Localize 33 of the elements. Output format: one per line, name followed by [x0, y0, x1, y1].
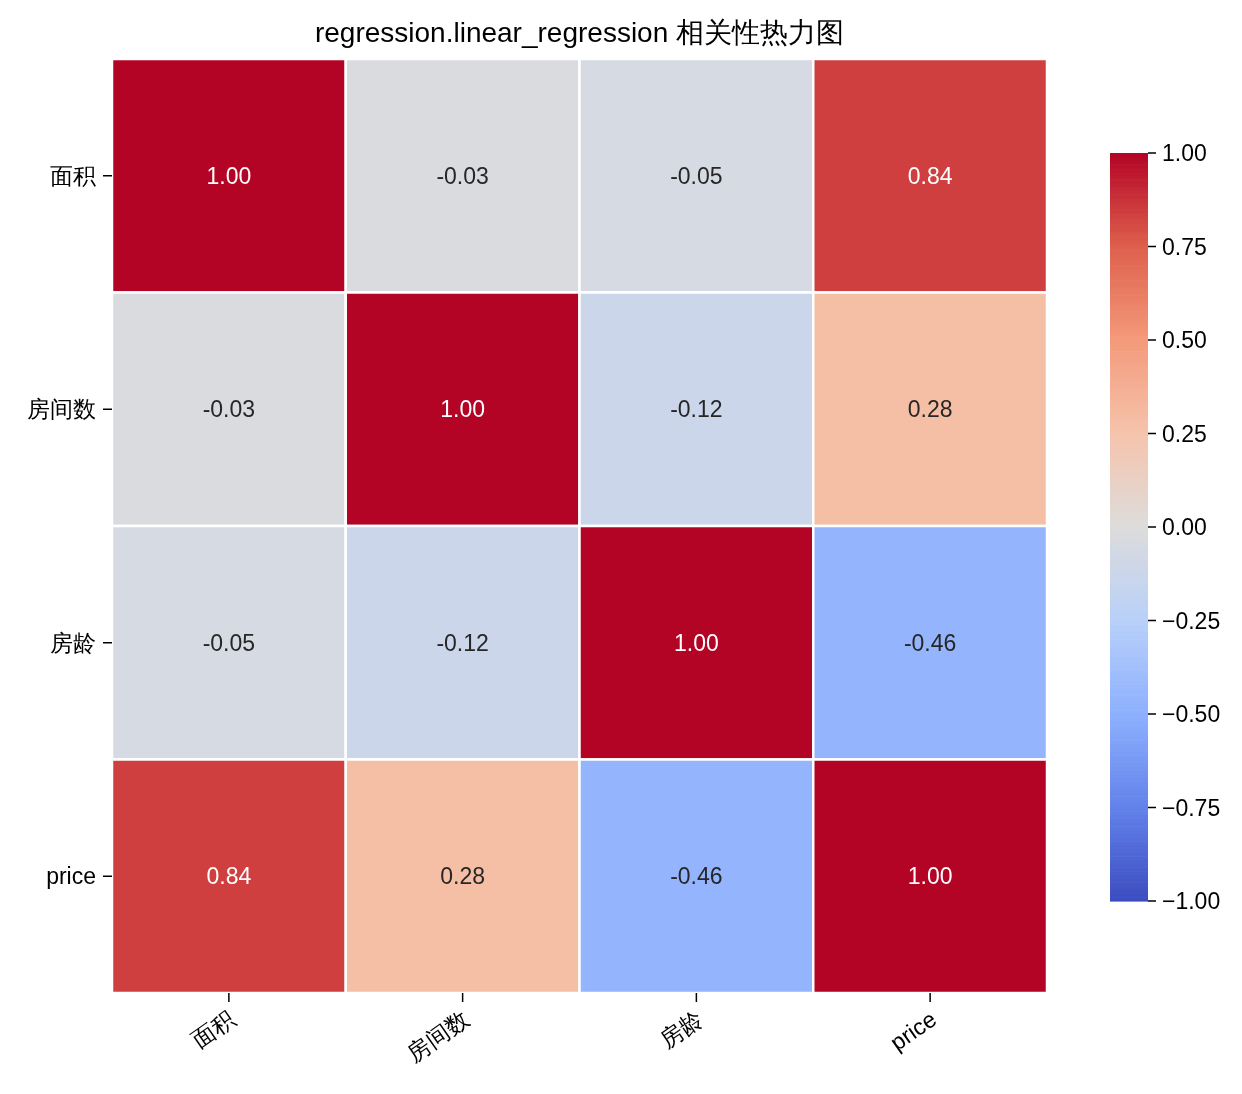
color-bar-label: 0.00	[1162, 514, 1207, 540]
data-label: -0.05	[670, 162, 723, 189]
data-label: 1.00	[907, 863, 953, 890]
y-tick-label: 房间数	[27, 396, 96, 423]
data-label: 1.00	[440, 396, 486, 423]
color-bar-label: 0.50	[1162, 327, 1207, 353]
x-tick-label: 房间数	[402, 1005, 474, 1067]
data-label: 0.84	[907, 162, 953, 189]
data-label: 0.28	[440, 863, 486, 890]
y-tick-label: 房龄	[50, 629, 96, 656]
data-label: -0.05	[202, 629, 256, 656]
data-label: 1.00	[673, 629, 719, 656]
color-bar-label: −0.50	[1162, 701, 1221, 727]
color-bar-label: 0.25	[1162, 420, 1207, 447]
color-bar-label: −1.00	[1162, 888, 1221, 914]
color-bar-label: 1.00	[1162, 140, 1207, 166]
y-tick-label: 面积	[50, 162, 96, 189]
data-label: -0.12	[436, 629, 489, 656]
color-bar-label: −0.25	[1162, 607, 1221, 634]
x-tick-label: 房龄	[654, 1005, 708, 1054]
color-bar-label: 0.75	[1162, 233, 1207, 260]
color-bar-label: −0.75	[1162, 794, 1221, 821]
data-label: -0.03	[436, 162, 489, 189]
y-tick-label: price	[46, 863, 96, 890]
data-label: -0.12	[670, 396, 723, 423]
data-label: 0.28	[907, 396, 953, 423]
data-label: -0.03	[202, 396, 256, 423]
chart-title: regression.linear_regression 相关性热力图	[314, 17, 845, 48]
x-tick-label: 面积	[187, 1005, 240, 1054]
data-label: -0.46	[903, 629, 957, 656]
data-label: 1.00	[206, 162, 252, 189]
data-label: 0.84	[206, 863, 252, 890]
data-label: -0.46	[670, 863, 723, 890]
